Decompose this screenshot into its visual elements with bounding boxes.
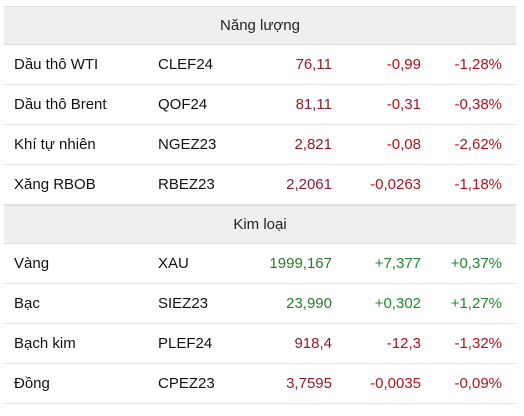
change-value: -0,08 <box>386 136 421 153</box>
change-percent: -0,38% <box>454 96 502 113</box>
commodity-name: Bạc <box>14 295 40 312</box>
change-value: -12,3 <box>386 335 421 352</box>
change-percent: -1,32% <box>454 335 502 352</box>
commodity-name: Dầu thô Brent <box>14 96 107 113</box>
price-value: 76,11 <box>295 56 332 73</box>
ticker-code: CPEZ23 <box>158 375 215 392</box>
change-value: +0,302 <box>374 295 421 312</box>
section-header-metals: Kim loại <box>4 205 516 244</box>
table-row: Đồng CPEZ23 3,7595 -0,0035 -0,09% <box>4 364 516 404</box>
price-value: 2,821 <box>294 136 332 153</box>
change-percent: -1,18% <box>454 176 502 193</box>
change-value: -0,0035 <box>370 375 421 392</box>
change-percent: -0,09% <box>454 375 502 392</box>
commodity-name: Đồng <box>14 375 50 392</box>
commodity-name: Xăng RBOB <box>14 176 96 193</box>
price-value: 23,990 <box>286 295 332 312</box>
price-value: 2,2061 <box>286 176 332 193</box>
price-value: 918,4 <box>294 335 332 352</box>
change-value: -0,0263 <box>370 176 421 193</box>
commodity-price-table: Năng lượng Dầu thô WTI CLEF24 76,11 -0,9… <box>4 6 516 404</box>
table-row: Vàng XAU 1999,167 +7,377 +0,37% <box>4 244 516 284</box>
change-percent: +1,27% <box>450 295 502 312</box>
commodity-name: Dầu thô WTI <box>14 56 99 73</box>
price-value: 1999,167 <box>269 255 332 272</box>
ticker-code: XAU <box>158 255 189 272</box>
section-title: Kim loại <box>233 216 287 233</box>
table-row: Bạc SIEZ23 23,990 +0,302 +1,27% <box>4 284 516 324</box>
change-percent: -1,28% <box>454 56 502 73</box>
ticker-code: NGEZ23 <box>158 136 217 153</box>
change-value: -0,31 <box>386 96 421 113</box>
table-row: Xăng RBOB RBEZ23 2,2061 -0,0263 -1,18% <box>4 165 516 205</box>
change-percent: +0,37% <box>450 255 502 272</box>
commodity-name: Khí tự nhiên <box>14 136 96 153</box>
change-percent: -2,62% <box>454 136 502 153</box>
price-value: 81,11 <box>295 96 332 113</box>
ticker-code: SIEZ23 <box>158 295 209 312</box>
ticker-code: QOF24 <box>158 96 208 113</box>
change-value: +7,377 <box>374 255 421 272</box>
ticker-code: PLEF24 <box>158 335 213 352</box>
table-row: Khí tự nhiên NGEZ23 2,821 -0,08 -2,62% <box>4 125 516 165</box>
ticker-code: RBEZ23 <box>158 176 215 193</box>
table-row: Bạch kim PLEF24 918,4 -12,3 -1,32% <box>4 324 516 364</box>
commodity-name: Bạch kim <box>14 335 76 352</box>
change-value: -0,99 <box>386 56 421 73</box>
table-row: Dầu thô WTI CLEF24 76,11 -0,99 -1,28% <box>4 45 516 85</box>
section-title: Năng lượng <box>220 17 300 34</box>
commodity-name: Vàng <box>14 255 50 272</box>
price-value: 3,7595 <box>286 375 332 392</box>
ticker-code: CLEF24 <box>158 56 214 73</box>
table-row: Dầu thô Brent QOF24 81,11 -0,31 -0,38% <box>4 85 516 125</box>
section-header-energy: Năng lượng <box>4 6 516 45</box>
